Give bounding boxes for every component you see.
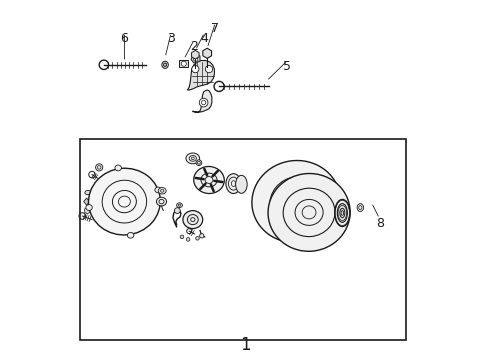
Ellipse shape [176,203,182,207]
Ellipse shape [155,187,161,193]
Circle shape [199,234,204,238]
Circle shape [180,235,184,239]
Polygon shape [187,60,215,90]
Circle shape [199,98,208,107]
Circle shape [196,160,202,166]
Ellipse shape [252,161,341,243]
Ellipse shape [89,168,160,235]
Ellipse shape [194,166,224,194]
Ellipse shape [162,61,169,68]
Ellipse shape [268,174,350,251]
Circle shape [96,164,103,171]
Circle shape [181,61,186,66]
Text: 1: 1 [240,336,250,354]
Ellipse shape [226,174,241,194]
Text: 3: 3 [167,32,175,45]
Polygon shape [191,56,200,63]
Polygon shape [179,60,188,67]
Circle shape [164,63,167,66]
Text: 8: 8 [376,217,384,230]
Ellipse shape [357,204,364,212]
Circle shape [205,66,213,73]
Circle shape [192,66,199,73]
Text: 2: 2 [190,40,198,53]
Ellipse shape [335,199,350,226]
Polygon shape [84,198,90,205]
Text: 4: 4 [201,32,209,45]
Text: 6: 6 [121,32,128,45]
Ellipse shape [186,153,199,164]
Ellipse shape [337,204,347,222]
Ellipse shape [194,58,198,61]
Ellipse shape [86,204,92,210]
Ellipse shape [156,197,167,206]
Text: 5: 5 [284,60,292,73]
Ellipse shape [85,190,91,195]
Polygon shape [192,50,199,59]
Polygon shape [193,90,212,112]
Ellipse shape [236,175,247,193]
Polygon shape [84,207,90,214]
Ellipse shape [183,211,203,229]
Circle shape [186,238,190,241]
Circle shape [174,208,180,213]
Ellipse shape [158,188,166,194]
Ellipse shape [115,165,122,171]
Ellipse shape [127,233,134,238]
Circle shape [196,237,199,240]
Bar [80,139,406,340]
Polygon shape [203,48,212,58]
Text: 7: 7 [212,22,220,35]
